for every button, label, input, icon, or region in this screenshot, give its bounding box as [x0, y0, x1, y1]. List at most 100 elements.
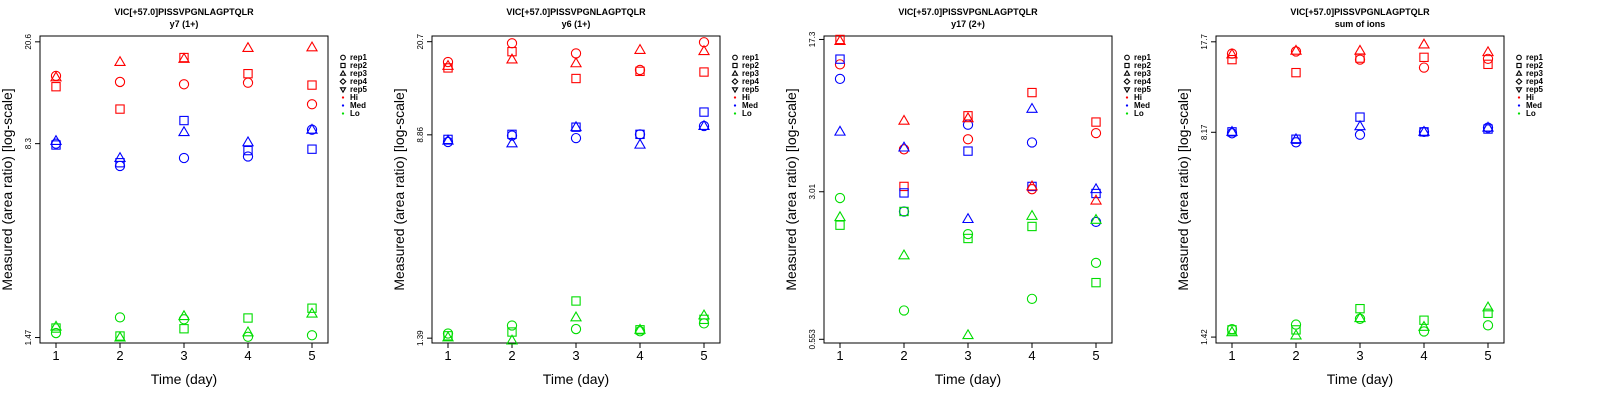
data-point-rep1-lo — [570, 323, 582, 335]
data-point-rep2-lo — [1291, 325, 1301, 335]
legend-marker-rep2 — [732, 62, 738, 69]
data-point-rep1-hi — [898, 144, 910, 155]
data-point-rep3-med — [1089, 182, 1103, 194]
legend-marker-rep3 — [1515, 69, 1523, 76]
data-point-rep1-hi — [114, 76, 126, 88]
data-point-rep3-lo — [697, 309, 711, 320]
chart-subtitle: y7 (1+) — [170, 19, 199, 29]
data-point-rep2-lo — [1227, 325, 1237, 335]
legend-marker-rep4 — [1515, 77, 1523, 86]
legend-label-rep5: rep5 — [1134, 85, 1151, 94]
data-point-rep2-med — [899, 188, 909, 198]
chart-subtitle: y6 (1+) — [562, 19, 591, 29]
legend-marker-hi — [1125, 96, 1129, 99]
data-point-rep3-hi — [697, 44, 711, 56]
data-point-rep1-med — [178, 152, 190, 164]
legend-label-med: Med — [1526, 101, 1542, 110]
legend-marker-rep1 — [1124, 54, 1130, 61]
data-point-rep3-med — [569, 120, 583, 132]
data-point-rep2-med — [115, 158, 125, 168]
legend-label-hi: Hi — [1526, 93, 1534, 102]
data-point-rep3-hi — [633, 43, 647, 54]
x-tick-label: 3 — [964, 348, 971, 363]
x-tick-label: 3 — [572, 348, 579, 363]
data-point-rep3-hi — [1025, 180, 1039, 191]
x-tick-label: 2 — [116, 348, 123, 363]
x-tick-label: 4 — [636, 348, 643, 363]
data-point-rep3-med — [1353, 119, 1367, 131]
data-point-rep3-lo — [177, 309, 191, 321]
y-tick-label: 3.01 — [808, 183, 817, 199]
data-point-rep3-med — [505, 136, 519, 148]
data-point-rep3-hi — [1289, 44, 1303, 55]
data-point-rep3-med — [441, 134, 455, 145]
data-point-rep3-lo — [1225, 325, 1239, 337]
legend-marker-rep3 — [339, 69, 347, 76]
data-point-rep3-lo — [897, 248, 911, 260]
data-point-rep3-lo — [305, 307, 319, 318]
data-point-rep1-med — [1090, 216, 1102, 228]
data-point-rep3-med — [1481, 121, 1495, 132]
legend-label-rep4: rep4 — [1526, 77, 1543, 86]
data-point-rep3-hi — [241, 41, 255, 52]
legend-marker-rep2 — [340, 62, 346, 69]
y-tick-label: 8.3 — [24, 138, 33, 150]
x-tick-label: 1 — [444, 348, 451, 363]
data-point-rep3-lo — [569, 310, 583, 322]
legend-label-rep1: rep1 — [350, 53, 367, 62]
legend-marker-rep4 — [339, 77, 347, 86]
data-point-rep1-med — [570, 132, 582, 144]
data-point-rep2-hi — [1291, 67, 1301, 78]
chart-subtitle: sum of ions — [1335, 19, 1386, 29]
data-point-rep1-hi — [834, 59, 846, 70]
data-point-rep2-hi — [1483, 59, 1493, 70]
y-axis-label: Measured (area ratio) [log-scale] — [0, 88, 15, 290]
data-point-rep1-lo — [1090, 257, 1102, 269]
legend-label-rep1: rep1 — [1134, 53, 1151, 62]
x-axis-label: Time (day) — [151, 371, 217, 387]
y-axis-label: Measured (area ratio) [log-scale] — [784, 88, 799, 290]
data-point-rep1-lo — [1354, 313, 1366, 324]
data-point-rep2-med — [963, 146, 973, 156]
data-point-rep3-hi — [505, 53, 519, 64]
chart-title: VIC[+57.0]PISSVPGNLAGPTQLR — [506, 7, 646, 17]
legend-marker-rep5 — [1123, 87, 1131, 94]
y-tick-label: 8.17 — [1200, 124, 1209, 140]
legend-marker-med — [1517, 104, 1521, 107]
plot-frame — [1215, 35, 1505, 344]
data-point-rep2-med — [1227, 127, 1237, 137]
data-point-rep3-lo — [113, 331, 127, 342]
data-point-rep2-hi — [507, 46, 517, 57]
legend-marker-lo — [1517, 112, 1521, 115]
legend-marker-med — [341, 104, 345, 107]
data-point-rep1-lo — [306, 330, 318, 341]
y-tick-label: 1.42 — [1200, 329, 1209, 345]
data-point-rep3-lo — [49, 320, 63, 331]
data-point-rep2-lo — [243, 313, 253, 323]
data-point-rep2-lo — [1027, 221, 1037, 232]
plot-frame — [39, 35, 329, 344]
legend-label-med: Med — [350, 101, 366, 110]
legend-label-med: Med — [742, 101, 758, 110]
data-point-rep3-med — [697, 119, 711, 131]
data-point-rep2-hi — [307, 80, 317, 90]
legend-label-lo: Lo — [1134, 109, 1144, 118]
data-point-rep2-hi — [899, 181, 909, 192]
data-point-rep2-med — [243, 145, 253, 156]
data-point-rep1-lo — [506, 320, 518, 331]
data-point-rep2-med — [1027, 181, 1037, 192]
data-point-rep1-med — [1354, 129, 1366, 140]
data-point-rep3-hi — [961, 111, 975, 123]
data-point-rep2-lo — [1483, 308, 1493, 318]
legend-label-rep4: rep4 — [350, 77, 367, 86]
data-point-rep3-lo — [633, 323, 647, 334]
data-point-rep2-lo — [635, 325, 645, 335]
data-point-rep1-hi — [1090, 127, 1102, 139]
x-axis-label: Time (day) — [543, 371, 609, 387]
legend-label-med: Med — [1134, 101, 1150, 110]
data-point-rep1-hi — [1482, 53, 1494, 65]
legend-marker-rep3 — [731, 69, 739, 76]
legend-label-rep4: rep4 — [1134, 77, 1151, 86]
legend-label-rep2: rep2 — [742, 61, 759, 70]
y-tick-label: 17.3 — [808, 31, 817, 47]
